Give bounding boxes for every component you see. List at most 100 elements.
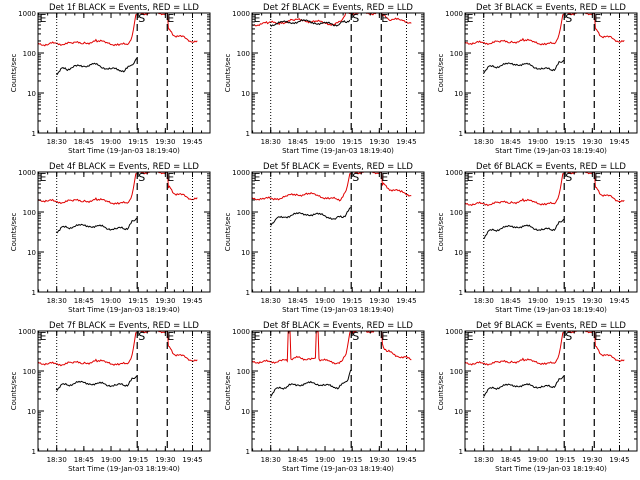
panel-title: Det 7f BLACK = Events, RED = LLD (49, 321, 199, 331)
x-tick-label: 19:15 (128, 297, 148, 305)
x-tick-label: 19:30 (369, 456, 389, 464)
y-tick-label: 100 (450, 368, 463, 376)
plot-frame (37, 330, 211, 452)
marker-label-2: E (381, 171, 388, 184)
x-tick-label: 19:30 (582, 297, 602, 305)
x-tick-label: 18:45 (74, 138, 94, 146)
x-tick-label: 18:45 (288, 138, 308, 146)
events-series-line (269, 19, 351, 27)
marker-label-0: E (466, 330, 473, 343)
x-tick-label: 19:00 (101, 297, 121, 305)
x-tick-label: 19:00 (528, 138, 548, 146)
x-axis-label: Start Time (19-Jan-03 18:19:40) (495, 306, 607, 314)
lld-series-line (252, 172, 412, 202)
x-tick-label: 18:45 (501, 456, 521, 464)
y-tick-label: 1 (32, 289, 36, 297)
x-tick-label: 18:30 (261, 297, 281, 305)
y-tick-label: 10 (241, 408, 250, 416)
x-tick-label: 19:45 (182, 456, 202, 464)
events-series-line (55, 375, 138, 391)
y-tick-label: 100 (237, 368, 250, 376)
lld-series-line (465, 172, 625, 207)
plot-frame (251, 330, 425, 452)
y-axis-label: Counts/sec (437, 54, 445, 93)
marker-label-2: E (594, 171, 601, 184)
panel-title: Det 5f BLACK = Events, RED = LLD (263, 162, 413, 172)
x-axis-label: Start Time (19-Jan-03 18:19:40) (282, 306, 394, 314)
y-tick-label: 10 (454, 90, 463, 98)
x-tick-label: 19:15 (342, 456, 362, 464)
y-tick-label: 100 (23, 209, 36, 217)
x-tick-label: 19:15 (128, 456, 148, 464)
marker-label-2: E (167, 171, 174, 184)
y-tick-label: 10 (27, 249, 36, 257)
x-tick-label: 18:45 (501, 297, 521, 305)
y-tick-label: 1 (32, 130, 36, 138)
x-tick-label: 19:45 (182, 297, 202, 305)
y-tick-label: 1000 (445, 169, 463, 177)
marker-label-2: E (381, 330, 388, 343)
marker-label-0: E (253, 330, 260, 343)
x-tick-label: 18:30 (474, 138, 494, 146)
marker-label-1: S (565, 330, 572, 343)
x-tick-label: 18:45 (74, 297, 94, 305)
y-axis-label: Counts/sec (10, 54, 18, 93)
x-tick-label: 18:45 (288, 297, 308, 305)
marker-label-1: S (138, 171, 145, 184)
x-tick-label: 19:45 (609, 138, 629, 146)
y-tick-label: 10 (27, 90, 36, 98)
y-tick-label: 1000 (445, 10, 463, 18)
y-tick-label: 10 (454, 408, 463, 416)
x-tick-label: 19:15 (555, 138, 575, 146)
x-tick-label: 18:30 (47, 138, 67, 146)
marker-label-1: S (138, 12, 145, 25)
x-tick-label: 19:00 (315, 297, 335, 305)
y-tick-label: 1 (246, 289, 250, 297)
x-tick-label: 19:00 (101, 138, 121, 146)
x-tick-label: 19:15 (342, 138, 362, 146)
x-tick-label: 19:30 (582, 138, 602, 146)
x-axis-label: Start Time (19-Jan-03 18:19:40) (68, 306, 180, 314)
x-tick-label: 19:00 (101, 456, 121, 464)
x-tick-label: 18:30 (261, 456, 281, 464)
y-tick-label: 1000 (18, 10, 36, 18)
events-series-line (55, 217, 138, 234)
plot-frame (464, 12, 638, 134)
y-tick-label: 1 (459, 289, 463, 297)
panel-title: Det 9f BLACK = Events, RED = LLD (476, 321, 626, 331)
y-tick-label: 1 (32, 448, 36, 456)
marker-label-0: E (39, 330, 46, 343)
marker-label-1: S (352, 12, 359, 25)
events-series-line (483, 218, 565, 239)
panel-title: Det 1f BLACK = Events, RED = LLD (49, 3, 199, 13)
x-tick-label: 18:30 (474, 297, 494, 305)
x-axis-label: Start Time (19-Jan-03 18:19:40) (495, 465, 607, 473)
x-tick-label: 19:00 (315, 456, 335, 464)
lld-series-line (252, 331, 412, 365)
marker-label-1: S (138, 330, 145, 343)
y-axis-label: Counts/sec (224, 213, 232, 252)
x-tick-label: 19:30 (155, 138, 175, 146)
lld-series-line (38, 13, 198, 47)
events-series-line (482, 59, 565, 74)
y-tick-label: 1 (459, 448, 463, 456)
marker-label-1: S (352, 330, 359, 343)
x-tick-label: 19:30 (369, 138, 389, 146)
marker-label-1: S (565, 12, 572, 25)
y-tick-label: 100 (237, 50, 250, 58)
y-tick-label: 1000 (445, 328, 463, 336)
x-tick-label: 18:30 (261, 138, 281, 146)
x-axis-label: Start Time (19-Jan-03 18:19:40) (282, 147, 394, 155)
y-tick-label: 1000 (18, 169, 36, 177)
y-tick-label: 1000 (18, 328, 36, 336)
y-tick-label: 1000 (232, 10, 250, 18)
x-tick-label: 19:45 (396, 456, 416, 464)
x-tick-label: 19:30 (155, 456, 175, 464)
marker-label-0: E (253, 12, 260, 25)
y-tick-label: 10 (454, 249, 463, 257)
